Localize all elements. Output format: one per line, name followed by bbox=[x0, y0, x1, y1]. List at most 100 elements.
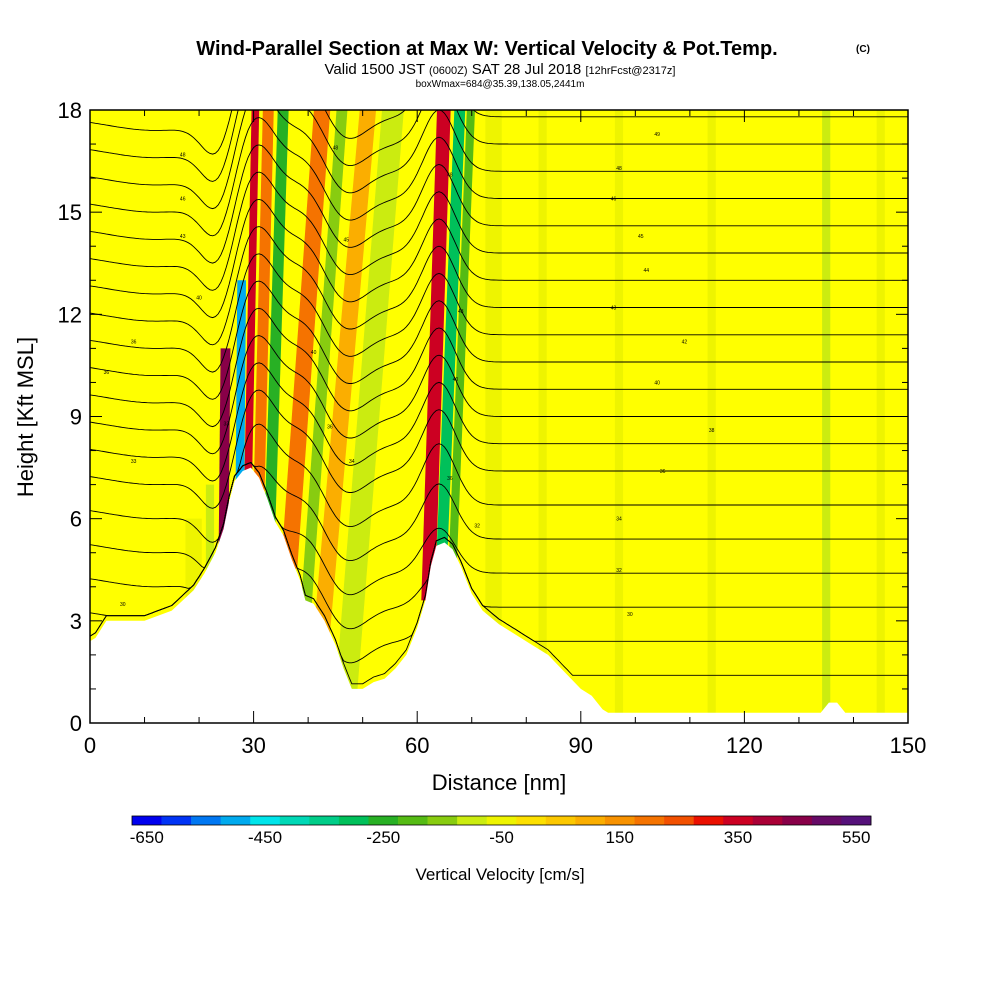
theta-label-23: 44 bbox=[643, 268, 649, 274]
theta-labels: 30 33 36 36 48 43 46 40 33 48 45 40 36 34 48 40 43 36 32 49… bbox=[104, 132, 715, 618]
theta-label-18: 32 bbox=[474, 523, 480, 529]
theta-contour-19 bbox=[90, 110, 908, 155]
theta-label-29: 34 bbox=[616, 517, 622, 523]
colorbar-swatch-16 bbox=[604, 816, 635, 825]
theta-label-24: 43 bbox=[611, 306, 617, 312]
title-mark: (C) bbox=[856, 44, 870, 55]
colorbar-swatch-9 bbox=[398, 816, 428, 825]
velocity-band-3 bbox=[253, 110, 274, 495]
colorbar-swatch-17 bbox=[634, 816, 665, 825]
colorbar-swatch-10 bbox=[427, 816, 458, 825]
colorbar-tick-labels: -650 -450 -250 -50 150 350 550 bbox=[130, 828, 871, 847]
colorbar-swatch-8 bbox=[368, 816, 399, 825]
colorbar-swatch-20 bbox=[723, 816, 754, 825]
x-tick-label: 60 bbox=[405, 733, 429, 758]
theta-contour-13 bbox=[90, 198, 908, 319]
velocity-band-14 bbox=[485, 110, 502, 637]
colorbar-tick-label: 350 bbox=[724, 828, 752, 847]
colorbar-swatch-15 bbox=[575, 816, 606, 825]
y-tick-label: 15 bbox=[58, 200, 82, 225]
colorbar-swatch-21 bbox=[752, 816, 783, 825]
colorbar-swatch-14 bbox=[545, 816, 576, 825]
chart-title: Wind-Parallel Section at Max W: Vertical… bbox=[196, 38, 777, 60]
theta-contour-14 bbox=[90, 171, 908, 291]
theta-label-16: 43 bbox=[458, 309, 464, 315]
terrain bbox=[90, 467, 908, 723]
colorbar-swatch-4 bbox=[250, 816, 281, 825]
theta-label-12: 36 bbox=[327, 425, 333, 431]
theta-contour-18 bbox=[90, 110, 908, 182]
theta-label-10: 45 bbox=[344, 237, 350, 243]
theta-label-30: 32 bbox=[616, 568, 622, 574]
colorbar-swatch-13 bbox=[516, 816, 547, 825]
subtitle-date: SAT 28 Jul 2018 bbox=[472, 61, 582, 78]
y-axis-label: Height [Kft MSL] bbox=[13, 337, 38, 497]
theta-label-8: 33 bbox=[224, 421, 230, 427]
velocity-band-7 bbox=[313, 110, 377, 634]
colorbar bbox=[131, 815, 872, 826]
theta-label-17: 36 bbox=[447, 476, 453, 482]
colorbar-tick-label: -250 bbox=[366, 828, 400, 847]
colorbar-swatch-22 bbox=[782, 816, 813, 825]
theta-label-15: 40 bbox=[453, 377, 459, 383]
colorbar-swatch-19 bbox=[693, 816, 724, 825]
colorbar-swatch-18 bbox=[664, 816, 694, 825]
y-tick-label: 3 bbox=[70, 609, 82, 634]
colorbar-tick-label: -650 bbox=[130, 828, 164, 847]
colorbar-swatch-12 bbox=[486, 816, 517, 825]
theta-label-1: 33 bbox=[131, 459, 137, 465]
colorbar-swatch-1 bbox=[161, 816, 192, 825]
theta-label-25: 42 bbox=[682, 340, 688, 346]
colorbar-swatch-3 bbox=[220, 816, 251, 825]
theta-label-4: 48 bbox=[180, 152, 186, 158]
subtitle-fcst: [12hrFcst@2317z] bbox=[585, 65, 675, 77]
colorbar-swatch-0 bbox=[132, 816, 162, 825]
theta-label-6: 46 bbox=[180, 197, 186, 203]
x-tick-label: 0 bbox=[84, 733, 96, 758]
theta-contour-15 bbox=[90, 144, 908, 264]
theta-label-28: 36 bbox=[660, 469, 666, 475]
subtitle-zulu: (0600Z) bbox=[429, 65, 468, 77]
colorbar-swatch-11 bbox=[457, 816, 488, 825]
theta-label-5: 43 bbox=[180, 234, 186, 240]
chart-subtitle: Valid 1500 JST (0600Z) SAT 28 Jul 2018 [… bbox=[325, 61, 676, 78]
x-tick-labels: 0 30 60 90 120 150 bbox=[84, 733, 926, 758]
colorbar-tick-label: -50 bbox=[489, 828, 514, 847]
theta-contour-5 bbox=[90, 423, 908, 543]
colorbar-swatch-24 bbox=[841, 816, 872, 825]
colorbar-swatch-23 bbox=[811, 816, 842, 825]
colorbar-swatch-7 bbox=[338, 816, 369, 825]
colorbar-frame bbox=[131, 815, 872, 826]
y-tick-label: 0 bbox=[70, 711, 82, 736]
theta-contour-10 bbox=[90, 280, 908, 400]
colorbar-swatch-5 bbox=[279, 816, 310, 825]
velocity-band-9 bbox=[421, 110, 451, 601]
theta-contour-17 bbox=[90, 110, 908, 210]
theta-contour-8 bbox=[90, 335, 908, 455]
theta-contour-7 bbox=[90, 362, 908, 482]
colorbar-swatch-6 bbox=[309, 816, 340, 825]
y-tick-label: 12 bbox=[58, 302, 82, 327]
x-tick-label: 150 bbox=[890, 733, 927, 758]
theta-label-31: 30 bbox=[627, 612, 633, 618]
velocity-band-4 bbox=[264, 110, 289, 524]
colorbar-tick-label: 550 bbox=[842, 828, 870, 847]
subtitle-valid: Valid 1500 JST bbox=[325, 61, 425, 78]
x-tick-label: 30 bbox=[241, 733, 265, 758]
y-tick-label: 9 bbox=[70, 405, 82, 430]
x-tick-label: 90 bbox=[569, 733, 593, 758]
theta-contour-6 bbox=[90, 389, 908, 509]
velocity-band-5 bbox=[280, 110, 331, 569]
velocity-band-2 bbox=[244, 110, 260, 486]
theta-label-9: 48 bbox=[333, 145, 339, 151]
theta-label-19: 49 bbox=[654, 132, 660, 138]
theta-label-13: 34 bbox=[349, 459, 355, 465]
theta-label-26: 40 bbox=[654, 380, 660, 386]
theta-contours bbox=[90, 110, 908, 685]
colorbar-tick-label: 150 bbox=[606, 828, 634, 847]
theta-label-22: 45 bbox=[638, 234, 644, 240]
theta-contour-12 bbox=[90, 226, 908, 346]
x-axis-label: Distance [nm] bbox=[432, 770, 567, 795]
colorbar-title: Vertical Velocity [cm/s] bbox=[415, 865, 584, 884]
axis-ticks bbox=[89, 109, 909, 724]
